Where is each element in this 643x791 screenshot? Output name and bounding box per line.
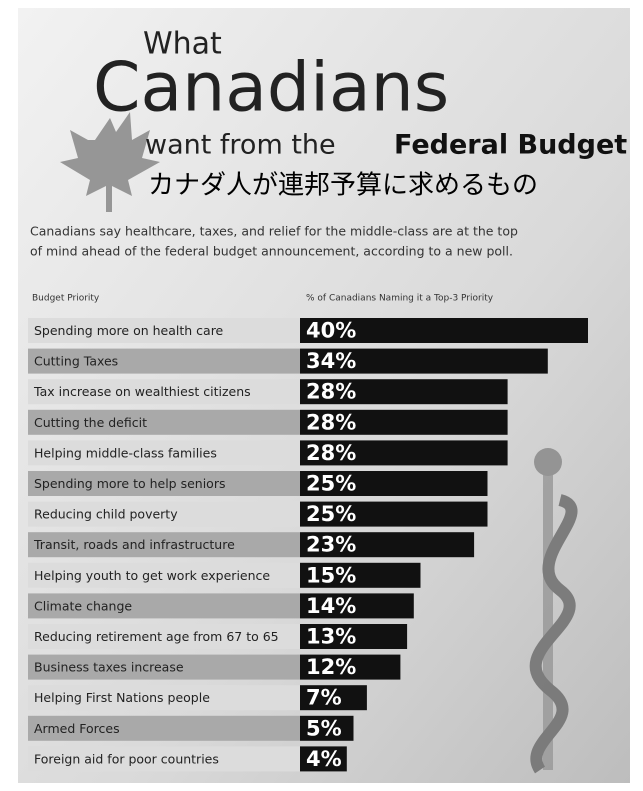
bar	[300, 471, 488, 496]
bar	[300, 624, 408, 649]
staff-knob	[534, 448, 562, 476]
category-label: Transit, roads and infrastructure	[33, 537, 235, 552]
bar	[300, 562, 421, 588]
title-bold: Federal Budget	[394, 130, 627, 161]
subtitle: カナダ人が連邦予算に求めるもの	[148, 171, 538, 201]
row-band	[28, 715, 300, 741]
title-small: What	[143, 27, 222, 62]
category-label: Cutting the deficit	[34, 415, 147, 430]
row-band	[28, 501, 300, 527]
value-label: 23%	[306, 533, 356, 557]
bar	[300, 593, 414, 619]
row-band	[28, 746, 300, 772]
bar	[300, 532, 475, 558]
value-label: 12%	[306, 655, 356, 679]
row-band	[28, 624, 300, 649]
category-label: Business taxes increase	[34, 660, 184, 675]
row-band	[28, 593, 300, 619]
bar	[300, 348, 548, 374]
category-label: Tax increase on wealthiest citizens	[33, 384, 251, 399]
row-band	[28, 685, 300, 711]
category-label: Reducing child poverty	[34, 507, 178, 522]
row-band	[28, 654, 300, 680]
value-label: 34%	[306, 349, 356, 373]
bar	[300, 318, 588, 343]
category-label: Helping middle-class families	[34, 445, 217, 460]
bar	[300, 654, 401, 680]
caduceus	[529, 448, 578, 774]
row-band	[28, 471, 300, 496]
bar	[300, 715, 354, 741]
category-label: Cutting Taxes	[34, 354, 118, 369]
row-band	[28, 532, 300, 558]
category-label: Climate change	[34, 598, 132, 613]
category-label: Helping First Nations people	[34, 690, 210, 705]
value-label: 25%	[306, 502, 356, 526]
value-header: % of Canadians Naming it a Top-3 Priorit…	[306, 294, 494, 304]
category-label: Foreign aid for poor countries	[34, 751, 219, 766]
snake	[529, 494, 578, 774]
category-header: Budget Priority	[32, 294, 100, 304]
value-label: 25%	[306, 472, 356, 496]
value-label: 28%	[306, 441, 356, 465]
category-label: Spending more to help seniors	[34, 476, 226, 491]
category-label: Spending more on health care	[34, 323, 224, 338]
row-band	[28, 318, 300, 343]
value-label: 4%	[306, 747, 342, 771]
value-label: 28%	[306, 380, 356, 404]
row-band	[28, 379, 300, 405]
category-label: Armed Forces	[34, 721, 120, 736]
row-band	[28, 440, 300, 466]
bar	[300, 379, 508, 405]
category-label: Reducing retirement age from 67 to 65	[34, 629, 279, 644]
category-label: Helping youth to get work experience	[34, 568, 270, 583]
maple-leaf	[60, 112, 160, 212]
row-band	[28, 348, 300, 374]
staff	[543, 470, 553, 770]
row-band	[28, 562, 300, 588]
value-label: 5%	[306, 716, 342, 740]
title-big: Canadians	[93, 49, 449, 128]
bar	[300, 746, 347, 772]
bar	[300, 409, 508, 435]
bar	[300, 685, 367, 711]
value-label: 14%	[306, 594, 356, 618]
value-label: 13%	[306, 625, 356, 649]
value-label: 40%	[306, 319, 356, 343]
bar	[300, 501, 488, 527]
title-tail: want from the	[145, 130, 336, 161]
description-line: of mind ahead of the federal budget anno…	[30, 244, 513, 259]
bar	[300, 440, 508, 466]
row-band	[28, 409, 300, 435]
value-label: 28%	[306, 410, 356, 434]
value-label: 15%	[306, 563, 356, 587]
description-line: Canadians say healthcare, taxes, and rel…	[30, 224, 518, 239]
value-label: 7%	[306, 686, 342, 710]
